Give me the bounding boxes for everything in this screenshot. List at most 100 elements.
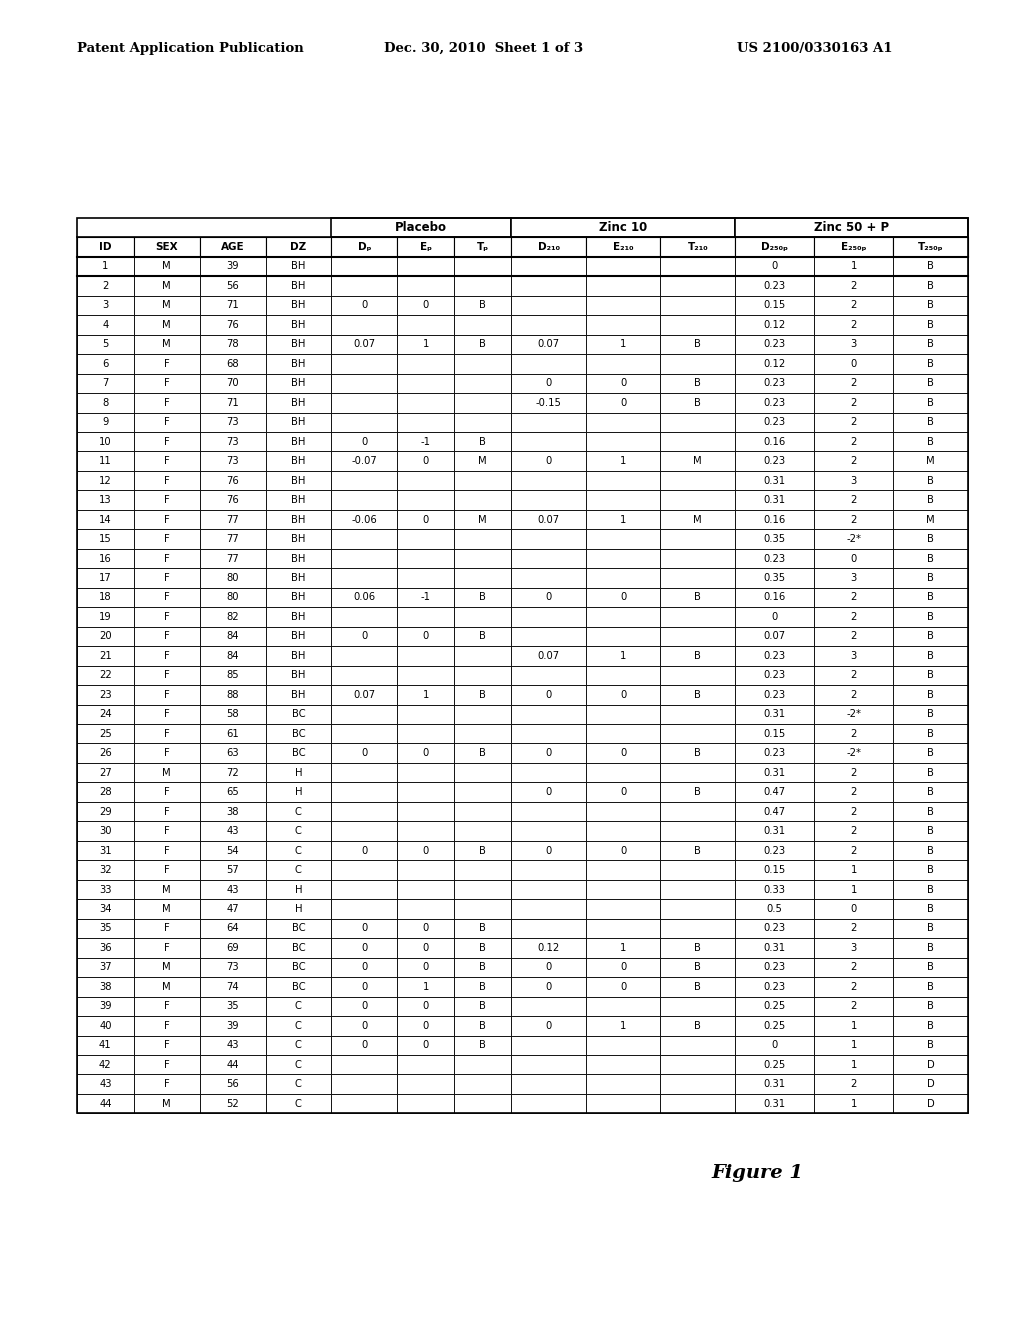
Bar [134, 335, 200, 354]
Bar [134, 568, 200, 587]
Bar [735, 607, 814, 627]
Bar [893, 841, 968, 861]
Bar [735, 685, 814, 705]
Text: B: B [479, 1020, 486, 1031]
Text: B: B [694, 982, 701, 991]
Text: B: B [479, 631, 486, 642]
Bar [77, 958, 134, 977]
Bar [455, 919, 511, 939]
Text: 0.23: 0.23 [764, 962, 785, 973]
Bar [660, 665, 735, 685]
Bar [735, 958, 814, 977]
Bar [893, 705, 968, 723]
Text: C: C [295, 846, 302, 855]
Text: D: D [927, 1098, 934, 1109]
Text: 40: 40 [99, 1020, 112, 1031]
Text: 0: 0 [423, 1040, 429, 1051]
Bar [265, 393, 332, 412]
Bar [814, 393, 893, 412]
Bar [332, 238, 397, 256]
Text: 0.31: 0.31 [764, 1080, 785, 1089]
Bar [265, 723, 332, 743]
Bar [660, 256, 735, 276]
Bar [660, 1074, 735, 1094]
Text: 37: 37 [99, 962, 112, 973]
Bar [660, 627, 735, 647]
Bar [586, 256, 660, 276]
Text: Patent Application Publication: Patent Application Publication [77, 42, 303, 54]
Text: 0.31: 0.31 [764, 826, 785, 836]
Bar [586, 238, 660, 256]
Bar [200, 783, 265, 803]
Bar [735, 743, 814, 763]
Bar [893, 939, 968, 958]
Text: 0: 0 [361, 748, 368, 758]
Bar [814, 841, 893, 861]
Text: BH: BH [291, 553, 305, 564]
Bar [660, 607, 735, 627]
Text: 1: 1 [620, 515, 627, 524]
Text: F: F [164, 1080, 170, 1089]
Text: 0: 0 [546, 593, 552, 602]
Bar [332, 1055, 397, 1074]
Bar [77, 939, 134, 958]
Bar [77, 471, 134, 491]
Text: -0.06: -0.06 [351, 515, 377, 524]
Text: 0.12: 0.12 [764, 359, 785, 368]
Text: 0.47: 0.47 [764, 807, 785, 817]
Bar [134, 861, 200, 879]
Bar [893, 412, 968, 432]
Bar [660, 491, 735, 510]
Bar [511, 510, 586, 529]
Bar [735, 393, 814, 412]
Text: BC: BC [292, 748, 305, 758]
Text: 19: 19 [99, 612, 112, 622]
Bar [511, 803, 586, 821]
Text: 2: 2 [850, 826, 857, 836]
Text: F: F [164, 846, 170, 855]
Text: 0.31: 0.31 [764, 475, 785, 486]
Bar [586, 627, 660, 647]
Bar [397, 880, 455, 899]
Text: M: M [163, 261, 171, 272]
Text: 0: 0 [361, 846, 368, 855]
Text: 77: 77 [226, 553, 239, 564]
Bar [455, 432, 511, 451]
Text: 43: 43 [99, 1080, 112, 1089]
Bar [265, 958, 332, 977]
Bar [77, 296, 134, 315]
Text: 18: 18 [99, 593, 112, 602]
Text: 0: 0 [423, 942, 429, 953]
Bar [660, 939, 735, 958]
Bar [265, 607, 332, 627]
Bar [455, 645, 511, 665]
Bar [660, 899, 735, 919]
Bar [265, 587, 332, 607]
Text: C: C [295, 865, 302, 875]
Bar [397, 432, 455, 451]
Bar [77, 997, 134, 1016]
Bar [511, 763, 586, 783]
Text: 0.5: 0.5 [767, 904, 782, 913]
Bar [586, 354, 660, 374]
Text: 70: 70 [226, 379, 239, 388]
Bar [200, 1055, 265, 1074]
Bar [265, 335, 332, 354]
Text: B: B [479, 593, 486, 602]
Bar [511, 627, 586, 647]
Bar [134, 296, 200, 315]
Bar [893, 723, 968, 743]
Bar [134, 491, 200, 510]
Text: 0.25: 0.25 [764, 1020, 785, 1031]
Text: 0.31: 0.31 [764, 495, 785, 506]
Text: B: B [927, 397, 934, 408]
Bar [200, 627, 265, 647]
Bar [455, 705, 511, 723]
Text: B: B [927, 631, 934, 642]
Bar [511, 665, 586, 685]
Text: B: B [927, 768, 934, 777]
Text: 88: 88 [226, 690, 239, 700]
Text: 0.23: 0.23 [764, 690, 785, 700]
Bar [586, 880, 660, 899]
Text: BH: BH [291, 281, 305, 290]
